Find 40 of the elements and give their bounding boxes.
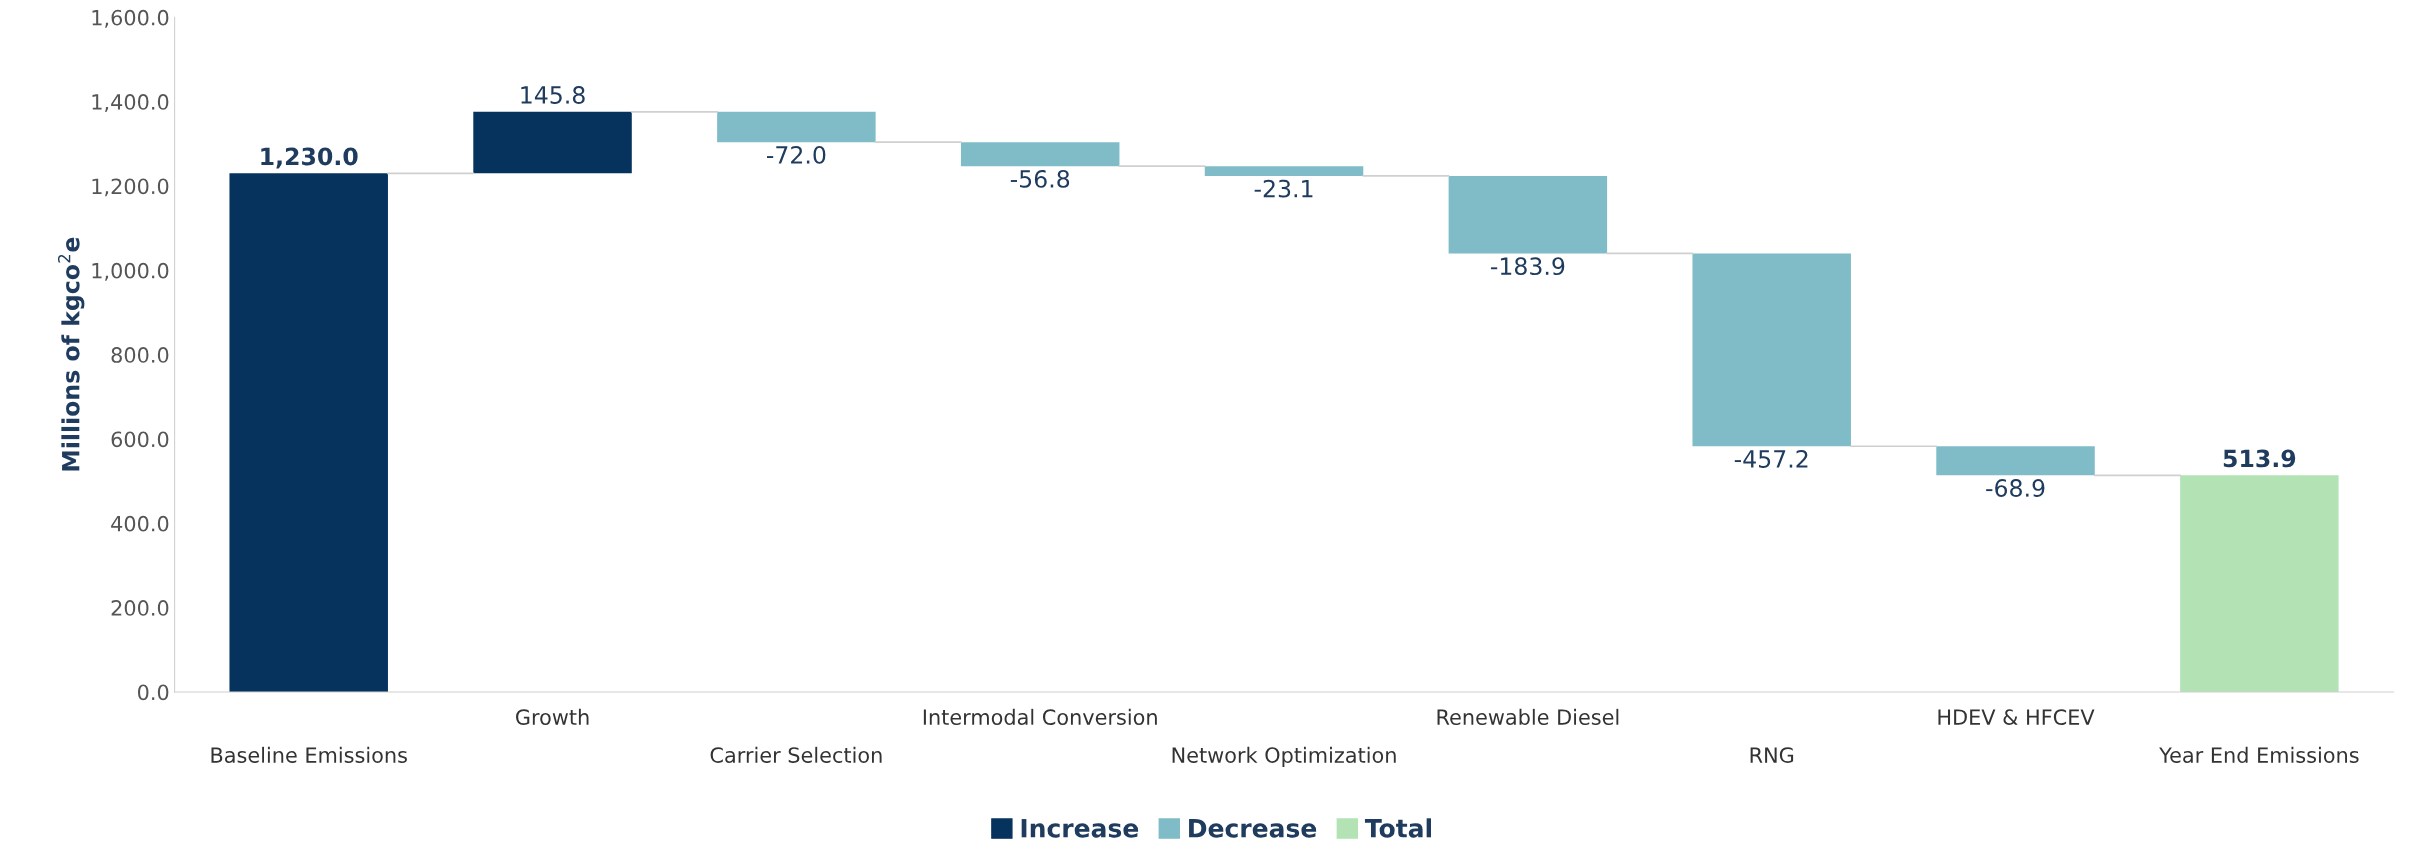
x-tick-label: Growth — [516, 708, 589, 725]
data-label: 145.8 — [521, 86, 585, 104]
data-label: -183.9 — [1490, 257, 1565, 276]
data-label: -56.8 — [1010, 169, 1070, 188]
x-tick-label: HDEV & HFCEV — [1938, 709, 2095, 725]
x-tick-label: Year End Emissions — [2159, 746, 2359, 763]
data-label: -68.9 — [1986, 479, 2045, 497]
x-tick-label: RNG — [1750, 747, 1794, 763]
x-tick-label: Carrier Selection — [710, 746, 882, 763]
data-label: -72.0 — [766, 145, 826, 164]
y-tick-label: 0.0 — [137, 684, 169, 701]
y-tick-label: 1,200.0 — [92, 178, 169, 197]
bar — [1204, 166, 1364, 176]
bar — [1692, 253, 1851, 447]
bar — [2180, 475, 2339, 692]
data-label: 1,230.0 — [261, 147, 358, 169]
y-tick-label: 800.0 — [111, 347, 169, 363]
data-label: 513.9 — [2223, 449, 2296, 468]
x-tick-label: Baseline Emissions — [211, 746, 407, 763]
y-tick-label: 400.0 — [111, 515, 169, 532]
y-axis-title: Millions of kgco$^{2}$e — [57, 237, 85, 471]
x-tick-label: Renewable Diesel — [1437, 708, 1619, 725]
legend-label: Increase — [1021, 819, 1139, 838]
legend-label: Total — [1364, 818, 1432, 838]
bar — [717, 111, 876, 143]
bar — [960, 142, 1120, 167]
y-tick-label: 200.0 — [111, 600, 169, 616]
bar — [1936, 446, 2095, 476]
bar — [473, 111, 632, 174]
bar — [229, 173, 388, 692]
y-tick-label: 600.0 — [111, 431, 169, 448]
x-tick-label: Network Optimization — [1172, 746, 1396, 767]
y-tick-label: 1,400.0 — [92, 94, 169, 112]
y-tick-label: 1,600.0 — [92, 9, 169, 28]
data-label: -23.1 — [1254, 179, 1313, 198]
bar — [1448, 175, 1608, 254]
y-tick-label: 1,000.0 — [92, 262, 169, 281]
legend-label: Decrease — [1189, 819, 1317, 838]
x-tick-label: Intermodal Conversion — [923, 708, 1157, 725]
data-label: -457.2 — [1734, 450, 1808, 468]
